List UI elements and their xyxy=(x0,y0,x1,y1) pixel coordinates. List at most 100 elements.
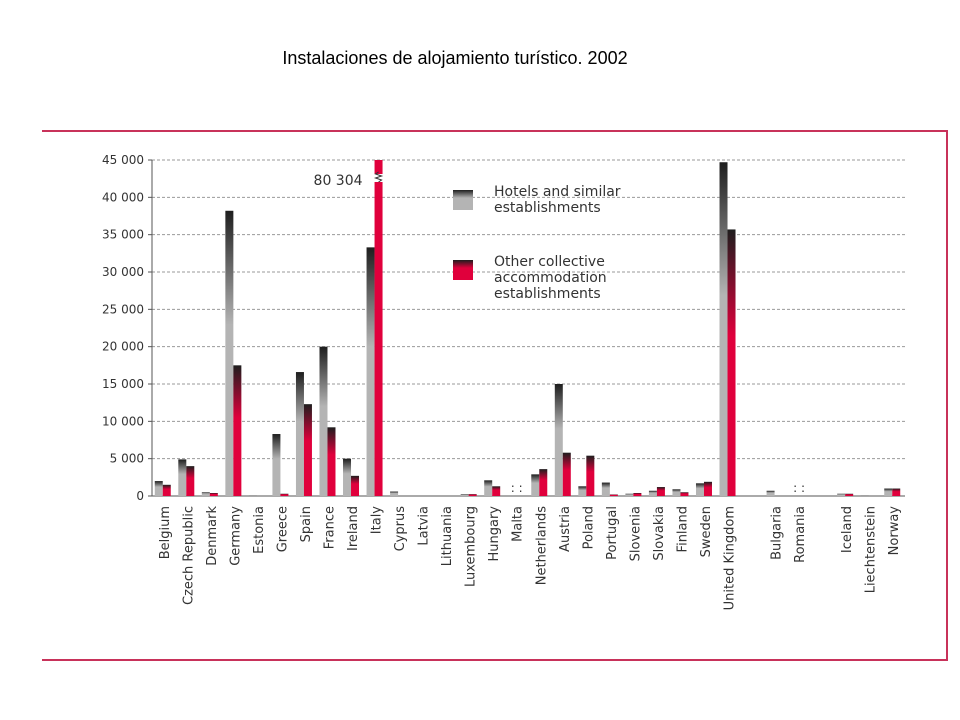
bar xyxy=(695,483,704,496)
axis-break xyxy=(373,171,384,183)
y-tick-label: 35 000 xyxy=(102,228,144,242)
x-tick-label: Romania xyxy=(793,506,808,563)
x-tick-label: Poland xyxy=(581,506,596,549)
bar xyxy=(892,488,901,496)
bar xyxy=(303,404,312,496)
bar xyxy=(178,459,187,496)
x-tick-label: Italy xyxy=(370,506,385,535)
bar xyxy=(884,488,893,496)
bar xyxy=(460,494,469,496)
bar xyxy=(845,493,854,496)
x-tick-label: Slovenia xyxy=(628,506,643,561)
bar xyxy=(656,487,665,496)
legend-label: Hotels and similar establishments xyxy=(494,184,621,216)
y-tick-label: 25 000 xyxy=(102,302,144,316)
x-tick-label: United Kingdom xyxy=(723,506,738,610)
x-tick-label: Bulgaria xyxy=(770,506,785,560)
bar xyxy=(766,490,775,496)
x-tick-label: Liechtenstein xyxy=(864,506,879,593)
x-tick-label: Iceland xyxy=(840,506,855,553)
bar xyxy=(351,475,360,496)
bar xyxy=(703,481,712,496)
x-tick-label: Slovakia xyxy=(652,506,667,561)
bar xyxy=(554,384,563,496)
not-available: : : xyxy=(511,481,523,495)
bar xyxy=(633,493,642,496)
x-tick-label: Portugal xyxy=(605,506,620,560)
bar xyxy=(374,160,383,497)
bar xyxy=(609,494,618,496)
y-tick-label: 10 000 xyxy=(102,414,144,428)
legend-swatch xyxy=(453,190,473,210)
bar xyxy=(531,474,540,496)
x-tick-label: Austria xyxy=(558,506,573,552)
y-tick-label: 30 000 xyxy=(102,265,144,279)
bar xyxy=(539,469,548,496)
x-tick-label: France xyxy=(322,506,337,549)
y-tick-label: 20 000 xyxy=(102,340,144,354)
x-tick-label: Greece xyxy=(275,506,290,552)
x-tick-label: Denmark xyxy=(205,506,220,566)
x-tick-label: Sweden xyxy=(699,506,714,557)
x-tick-label: Lithuania xyxy=(440,506,455,566)
bar xyxy=(327,427,336,496)
bar xyxy=(672,489,681,496)
bar xyxy=(295,372,304,496)
bar xyxy=(343,458,352,496)
bar xyxy=(390,491,399,496)
bar xyxy=(586,455,595,496)
x-tick-label: Belgium xyxy=(158,506,173,559)
x-tick-label: Netherlands xyxy=(534,506,549,585)
bar xyxy=(562,452,571,496)
x-tick-label: Latvia xyxy=(417,506,432,546)
y-tick-label: 5 000 xyxy=(110,452,144,466)
x-tick-label: Norway xyxy=(887,506,902,556)
bar xyxy=(468,494,477,496)
y-tick-label: 40 000 xyxy=(102,190,144,204)
x-tick-label: Luxembourg xyxy=(464,506,479,587)
bar xyxy=(162,484,171,496)
x-tick-label: Czech Republic xyxy=(181,506,196,605)
bar xyxy=(233,365,242,496)
bar xyxy=(272,434,281,496)
bar xyxy=(201,492,210,496)
bar xyxy=(186,466,195,496)
y-tick-label: 15 000 xyxy=(102,377,144,391)
x-tick-label: Cyprus xyxy=(393,506,408,552)
chart-title: Instalaciones de alojamiento turístico. … xyxy=(282,48,628,68)
bar xyxy=(578,486,587,496)
x-tick-label: Finland xyxy=(675,506,690,552)
bar xyxy=(837,493,846,496)
bar xyxy=(625,493,634,496)
bar xyxy=(248,495,257,496)
not-available: : : xyxy=(793,481,805,495)
legend-label: Other collective accommodation establish… xyxy=(494,254,607,302)
bar xyxy=(727,229,736,496)
x-tick-label: Hungary xyxy=(487,506,502,562)
bar xyxy=(860,495,869,496)
axis-break-gap xyxy=(373,174,384,182)
legend-swatch xyxy=(453,260,473,280)
bar xyxy=(225,210,234,497)
bar xyxy=(366,247,375,496)
bar xyxy=(280,493,289,496)
bar xyxy=(680,492,689,496)
x-tick-label: Spain xyxy=(299,506,314,542)
bar xyxy=(648,490,657,496)
bar xyxy=(719,162,728,497)
bar xyxy=(492,486,501,496)
y-tick-label: 0 xyxy=(136,489,144,503)
bar xyxy=(601,482,610,496)
bar xyxy=(209,493,218,496)
value-label: 80 304 xyxy=(314,173,363,189)
x-tick-label: Malta xyxy=(511,506,526,542)
bar xyxy=(154,481,163,496)
x-tick-label: Ireland xyxy=(346,506,361,551)
y-tick-label: 45 000 xyxy=(102,153,144,167)
bar xyxy=(484,480,493,496)
bar xyxy=(319,346,328,496)
x-tick-label: Estonia xyxy=(252,506,267,554)
x-tick-label: Germany xyxy=(228,506,243,566)
